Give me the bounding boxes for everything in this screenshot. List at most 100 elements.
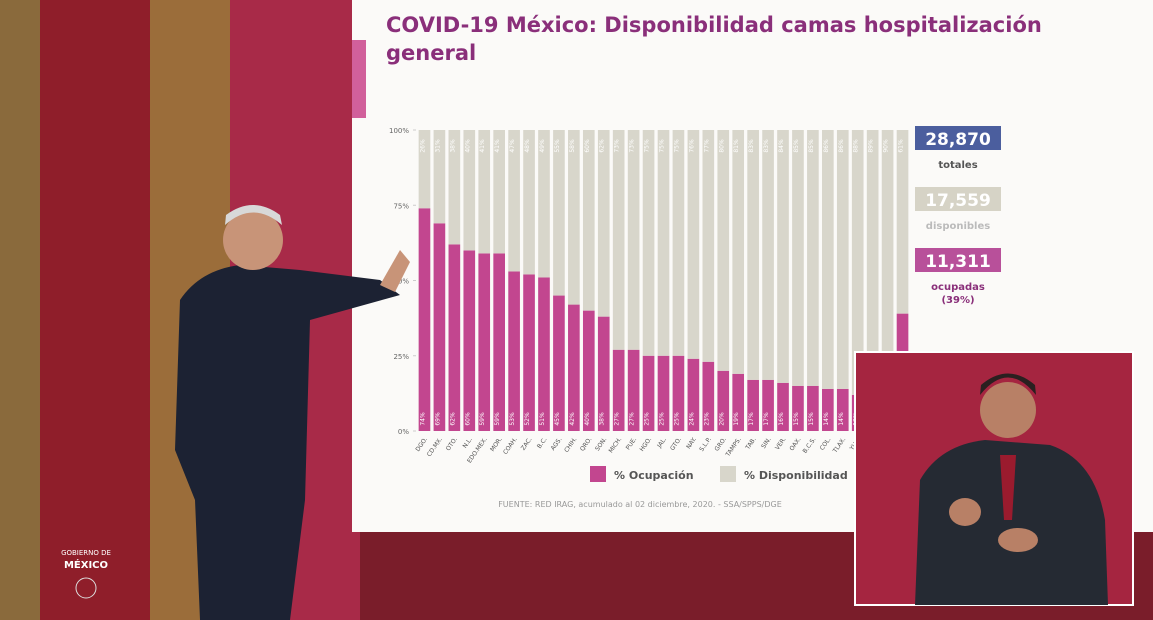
value-label: 74% (419, 412, 426, 426)
value-label: 60% (464, 412, 471, 426)
bar-segment (642, 130, 655, 356)
value-label: 90% (883, 139, 890, 153)
summary-value: 28,870 (925, 130, 991, 150)
value-label: 27% (629, 412, 636, 426)
bar-segment (433, 223, 446, 431)
summary-note: (39%) (941, 295, 974, 306)
bar-segment (672, 355, 685, 431)
y-tick-label: 25% (393, 353, 409, 361)
bar-segment (597, 316, 610, 431)
value-label: 27% (614, 412, 621, 426)
summary-label: ocupadas (931, 282, 985, 293)
value-label: 24% (688, 412, 695, 426)
bar-segment (702, 130, 715, 362)
bar-segment (597, 130, 610, 317)
value-label: 55% (554, 139, 561, 153)
legend-label: % Ocupación (614, 469, 694, 482)
bar-segment (866, 130, 879, 398)
bar-segment (657, 355, 670, 431)
logo-seal (75, 577, 97, 599)
value-label: 75% (673, 139, 680, 153)
summary-label: disponibles (926, 221, 990, 232)
curtain (40, 0, 160, 620)
value-label: 19% (733, 412, 740, 426)
value-label: 75% (644, 139, 651, 153)
bar-segment (732, 373, 745, 431)
bar-segment (792, 130, 804, 386)
bar-segment (777, 382, 789, 431)
bar-segment (523, 274, 535, 431)
y-tick-label: 0% (398, 428, 409, 436)
bar-segment (463, 130, 476, 251)
summary-label: totales (938, 160, 977, 171)
value-label: 86% (838, 139, 845, 153)
bar-segment (553, 295, 565, 431)
bar-segment (612, 349, 625, 431)
legend-swatch (720, 466, 736, 482)
bar-segment (717, 130, 730, 371)
value-label: 83% (748, 139, 755, 153)
summary-box (915, 126, 1001, 150)
value-label: 85% (793, 139, 800, 153)
bar-segment (732, 130, 745, 374)
bar-segment (657, 130, 670, 356)
value-label: 80% (718, 139, 725, 153)
value-label: 84% (778, 139, 785, 153)
value-label: 59% (479, 412, 486, 426)
value-label: 47% (509, 139, 516, 153)
bar-segment (478, 130, 491, 254)
chart-title-text: general (386, 41, 476, 65)
bar-segment (582, 310, 595, 431)
bar-segment (807, 130, 819, 386)
bar-segment (538, 277, 550, 431)
y-tick-label: 75% (393, 202, 409, 210)
value-label: 31% (434, 139, 441, 153)
value-label: 40% (584, 412, 591, 426)
bar-segment (568, 130, 580, 305)
value-label: 61% (898, 139, 905, 153)
bar-segment (612, 130, 625, 350)
logo-line1: GOBIERNO DE (61, 549, 111, 557)
value-label: 62% (449, 412, 456, 426)
value-label: 69% (434, 412, 441, 426)
bar-segment (433, 130, 446, 224)
y-tick-label: 50% (393, 278, 409, 286)
bar-segment (582, 130, 595, 311)
value-label: 86% (823, 139, 830, 153)
value-label: 51% (539, 412, 546, 426)
bar-segment (836, 130, 849, 389)
value-label: 41% (494, 139, 501, 153)
legend-swatch (590, 466, 606, 482)
bar-segment (762, 130, 774, 380)
value-label: 45% (554, 412, 561, 426)
value-label: 83% (763, 139, 770, 153)
bar-segment (822, 388, 834, 431)
value-label: 20% (718, 412, 725, 426)
value-label: 25% (673, 412, 680, 426)
bar-segment (672, 130, 685, 356)
value-label: 49% (539, 139, 546, 153)
bar-segment (493, 130, 505, 254)
bar-segment (702, 361, 715, 431)
value-label: 38% (599, 412, 606, 426)
bar-segment (568, 304, 580, 431)
value-label: 41% (479, 139, 486, 153)
bar-segment (523, 130, 535, 275)
bar-segment (717, 370, 730, 431)
bar-segment (881, 130, 894, 401)
summary: 28,870 totales 17,559 disponibles 11,311 ocup… (915, 126, 1001, 306)
value-label: 73% (614, 139, 621, 153)
value-label: 52% (524, 412, 531, 426)
title-accent (352, 40, 366, 118)
y-tick-label: 100% (389, 127, 409, 135)
bar-segment (553, 130, 565, 296)
value-label: 85% (808, 139, 815, 153)
value-label: 16% (778, 412, 785, 426)
value-label: 62% (599, 139, 606, 153)
bar-segment (747, 379, 759, 431)
value-label: 26% (419, 139, 426, 153)
value-label: 17% (748, 412, 755, 426)
chart: 0%25%50%75%100%74%26%DGO.69%31%CD.MX.62%… (389, 127, 909, 482)
presenter (175, 205, 410, 620)
bar-segment (418, 130, 431, 209)
